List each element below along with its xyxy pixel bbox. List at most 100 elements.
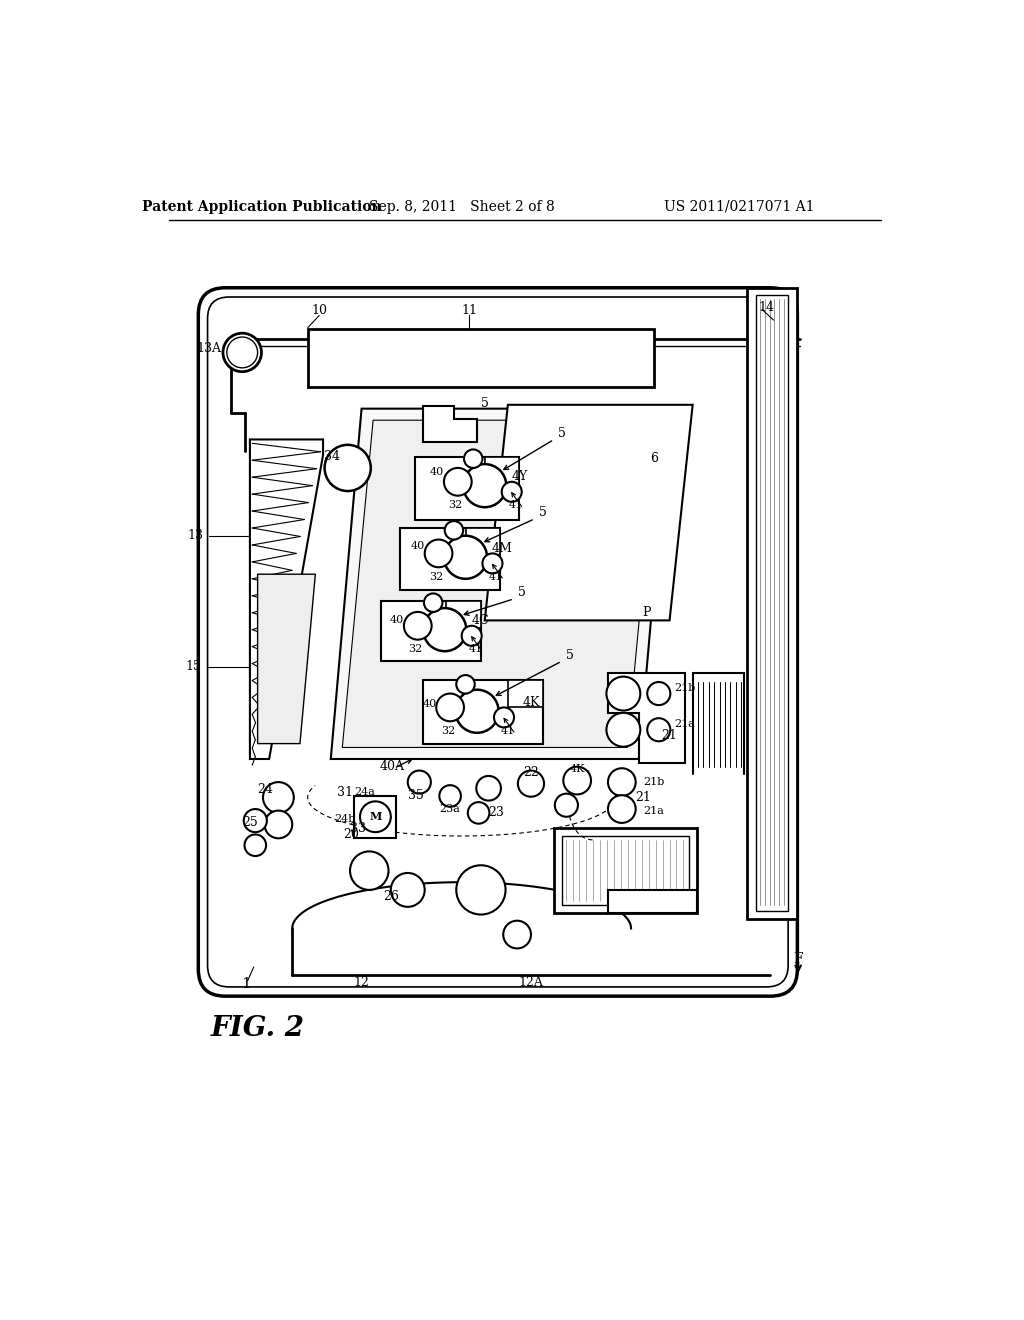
- Bar: [562, 836, 689, 906]
- Bar: [307, 330, 654, 387]
- Circle shape: [563, 767, 591, 795]
- Circle shape: [223, 333, 261, 372]
- Circle shape: [264, 810, 292, 838]
- Text: 21a: 21a: [675, 719, 695, 730]
- Circle shape: [244, 809, 267, 832]
- Bar: [466, 528, 500, 554]
- Polygon shape: [608, 673, 685, 763]
- Text: 24: 24: [257, 783, 273, 796]
- Bar: [423, 681, 543, 743]
- Text: 22: 22: [523, 766, 539, 779]
- Circle shape: [464, 449, 482, 469]
- Circle shape: [245, 834, 266, 855]
- Circle shape: [482, 553, 503, 573]
- Circle shape: [463, 465, 506, 507]
- Circle shape: [423, 609, 466, 651]
- Text: 24a: 24a: [354, 787, 375, 797]
- Text: Sep. 8, 2011   Sheet 2 of 8: Sep. 8, 2011 Sheet 2 of 8: [369, 199, 555, 214]
- Text: 23a: 23a: [439, 804, 461, 814]
- Circle shape: [606, 677, 640, 710]
- Circle shape: [391, 873, 425, 907]
- Text: 26: 26: [383, 890, 398, 903]
- Circle shape: [444, 536, 487, 578]
- Text: 15: 15: [185, 660, 202, 673]
- Circle shape: [462, 626, 481, 645]
- Bar: [554, 829, 696, 913]
- Text: Patent Application Publication: Patent Application Publication: [141, 199, 381, 214]
- Text: F: F: [794, 952, 803, 966]
- Bar: [484, 457, 519, 484]
- Text: 14: 14: [758, 301, 774, 314]
- Bar: [608, 890, 696, 913]
- Text: 25: 25: [242, 816, 258, 829]
- Circle shape: [436, 693, 464, 721]
- Text: 12A: 12A: [518, 975, 544, 989]
- Text: 5: 5: [481, 397, 488, 409]
- Text: 5: 5: [558, 426, 565, 440]
- Text: 21a: 21a: [643, 805, 665, 816]
- Text: 41: 41: [489, 572, 504, 582]
- Text: 5: 5: [565, 648, 573, 661]
- Text: 40: 40: [390, 615, 404, 626]
- Text: 21: 21: [635, 791, 651, 804]
- Text: 5: 5: [518, 586, 525, 599]
- Text: 4M: 4M: [492, 543, 512, 556]
- Text: 41: 41: [509, 500, 522, 510]
- Text: 34: 34: [325, 450, 340, 463]
- Circle shape: [444, 469, 472, 496]
- Circle shape: [503, 921, 531, 948]
- Text: 40: 40: [411, 541, 425, 550]
- Text: 41: 41: [501, 726, 515, 735]
- Bar: [746, 288, 797, 919]
- Circle shape: [325, 445, 371, 491]
- Polygon shape: [331, 409, 670, 759]
- Circle shape: [456, 689, 499, 733]
- Text: 40: 40: [422, 700, 436, 709]
- FancyBboxPatch shape: [199, 288, 798, 997]
- Circle shape: [647, 718, 671, 742]
- Text: 24b: 24b: [334, 814, 355, 824]
- Bar: [508, 681, 543, 708]
- Circle shape: [457, 675, 475, 693]
- Circle shape: [608, 795, 636, 822]
- Text: 32: 32: [429, 572, 443, 582]
- Text: 10: 10: [311, 305, 328, 317]
- Text: 21b: 21b: [643, 777, 665, 787]
- Circle shape: [408, 771, 431, 793]
- Text: 4K: 4K: [522, 696, 540, 709]
- Text: 20: 20: [344, 828, 359, 841]
- Bar: [400, 528, 500, 590]
- Text: US 2011/0217071 A1: US 2011/0217071 A1: [664, 199, 814, 214]
- Text: 21: 21: [662, 730, 678, 742]
- Text: 4C: 4C: [472, 614, 489, 627]
- Text: 4Y: 4Y: [511, 470, 527, 483]
- Circle shape: [457, 866, 506, 915]
- Circle shape: [608, 768, 636, 796]
- Polygon shape: [484, 405, 692, 620]
- Text: 11: 11: [462, 305, 477, 317]
- Text: 6: 6: [650, 453, 658, 465]
- Text: P: P: [642, 606, 650, 619]
- Bar: [446, 601, 481, 628]
- Text: 23: 23: [488, 807, 504, 820]
- Text: 32: 32: [409, 644, 423, 653]
- Text: 4K: 4K: [569, 764, 585, 774]
- Circle shape: [494, 708, 514, 727]
- Text: 32: 32: [440, 726, 455, 735]
- Bar: [756, 296, 788, 911]
- Circle shape: [518, 771, 544, 797]
- Text: 12: 12: [353, 975, 370, 989]
- Text: 5: 5: [539, 506, 547, 519]
- Circle shape: [606, 713, 640, 747]
- Circle shape: [350, 851, 388, 890]
- Text: FIG. 2: FIG. 2: [211, 1015, 304, 1041]
- Circle shape: [647, 682, 671, 705]
- Polygon shape: [342, 420, 658, 747]
- Circle shape: [403, 612, 432, 640]
- Circle shape: [425, 540, 453, 568]
- Text: 41: 41: [468, 644, 482, 653]
- Text: 40A: 40A: [380, 760, 404, 774]
- Text: M: M: [370, 812, 382, 822]
- Text: 40: 40: [430, 467, 444, 477]
- Text: 32: 32: [449, 500, 463, 510]
